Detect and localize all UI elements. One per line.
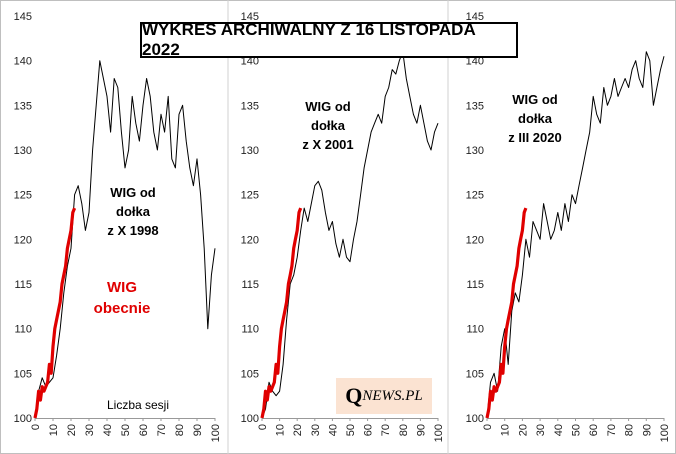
y-tick-label: 130 xyxy=(466,145,484,157)
y-tick-label: 105 xyxy=(241,368,259,380)
x-tick-label: 50 xyxy=(571,424,583,436)
y-tick-label: 110 xyxy=(14,324,32,336)
historical-wig-line xyxy=(34,60,216,419)
logo-text: NEWS.PL xyxy=(362,387,423,404)
x-tick-label: 0 xyxy=(257,424,269,430)
x-tick-label: 100 xyxy=(210,424,222,442)
x-tick-label: 90 xyxy=(415,424,427,436)
x-tick-label: 80 xyxy=(174,424,186,436)
x-tick-label: 80 xyxy=(624,424,636,436)
series-annotation: z X 1998 xyxy=(107,223,158,238)
x-tick-label: 30 xyxy=(310,424,322,436)
series-annotation: dołka xyxy=(518,111,553,126)
y-tick-label: 105 xyxy=(14,368,32,380)
x-tick-label: 60 xyxy=(138,424,150,436)
y-tick-label: 105 xyxy=(466,368,484,380)
y-tick-label: 140 xyxy=(14,56,32,68)
x-tick-label: 0 xyxy=(482,424,494,430)
x-tick-label: 60 xyxy=(588,424,600,436)
qnews-logo: Q NEWS.PL xyxy=(336,378,432,414)
y-tick-label: 115 xyxy=(466,279,484,291)
historical-wig-line xyxy=(261,51,439,419)
logo-q: Q xyxy=(345,383,363,408)
x-tick-label: 100 xyxy=(433,424,445,442)
y-tick-label: 120 xyxy=(466,234,484,246)
y-tick-label: 120 xyxy=(241,234,259,246)
x-tick-label: 10 xyxy=(48,424,60,436)
y-tick-label: 145 xyxy=(14,11,32,23)
y-tick-label: 130 xyxy=(14,145,32,157)
x-tick-label: 40 xyxy=(327,424,339,436)
x-tick-label: 50 xyxy=(345,424,357,436)
y-tick-label: 110 xyxy=(241,324,259,336)
x-tick-label: 30 xyxy=(535,424,547,436)
x-tick-label: 70 xyxy=(380,424,392,436)
x-tick-label: 90 xyxy=(192,424,204,436)
y-tick-label: 135 xyxy=(241,100,259,112)
x-tick-label: 20 xyxy=(517,424,529,436)
x-tick-label: 40 xyxy=(102,424,114,436)
y-tick-label: 125 xyxy=(241,190,259,202)
y-tick-label: 125 xyxy=(14,190,32,202)
y-tick-label: 115 xyxy=(14,279,32,291)
x-tick-label: 10 xyxy=(275,424,287,436)
x-tick-label: 70 xyxy=(606,424,618,436)
y-tick-label: 100 xyxy=(466,413,484,425)
x-tick-label: 30 xyxy=(84,424,96,436)
y-tick-label: 115 xyxy=(241,279,259,291)
current-wig-line xyxy=(260,207,303,419)
y-tick-label: 130 xyxy=(241,145,259,157)
y-tick-label: 135 xyxy=(466,100,484,112)
series-annotation: WIG od xyxy=(110,185,156,200)
series-annotation: WIG od xyxy=(305,99,351,114)
y-tick-label: 145 xyxy=(466,11,484,23)
x-tick-label: 20 xyxy=(292,424,304,436)
chart-title: WYKRES ARCHIWALNY Z 16 LISTOPADA 2022 xyxy=(140,20,518,59)
x-tick-label: 20 xyxy=(66,424,78,436)
x-tick-label: 80 xyxy=(398,424,410,436)
current-wig-line xyxy=(33,207,77,419)
session-count-label: Liczba sesji xyxy=(107,398,169,412)
x-tick-label: 50 xyxy=(120,424,132,436)
x-tick-label: 0 xyxy=(30,424,42,430)
current-wig-line xyxy=(485,207,528,419)
current-wig-label: obecnie xyxy=(94,300,151,317)
x-tick-label: 40 xyxy=(553,424,565,436)
x-tick-label: 10 xyxy=(500,424,512,436)
y-tick-label: 100 xyxy=(14,413,32,425)
y-tick-label: 100 xyxy=(241,413,259,425)
series-annotation: z X 2001 xyxy=(302,137,353,152)
y-tick-label: 140 xyxy=(241,56,259,68)
y-tick-label: 140 xyxy=(466,56,484,68)
y-tick-label: 135 xyxy=(14,100,32,112)
y-tick-label: 145 xyxy=(241,11,259,23)
x-tick-label: 100 xyxy=(659,424,671,442)
x-tick-label: 60 xyxy=(363,424,375,436)
y-tick-label: 110 xyxy=(466,324,484,336)
series-annotation: WIG od xyxy=(512,92,558,107)
current-wig-label: WIG xyxy=(107,279,137,296)
x-tick-label: 90 xyxy=(641,424,653,436)
x-tick-label: 70 xyxy=(156,424,168,436)
historical-wig-line xyxy=(486,51,665,419)
series-annotation: dołka xyxy=(116,204,151,219)
series-annotation: z III 2020 xyxy=(508,130,561,145)
series-annotation: dołka xyxy=(311,118,346,133)
y-tick-label: 125 xyxy=(466,190,484,202)
y-tick-label: 120 xyxy=(14,234,32,246)
